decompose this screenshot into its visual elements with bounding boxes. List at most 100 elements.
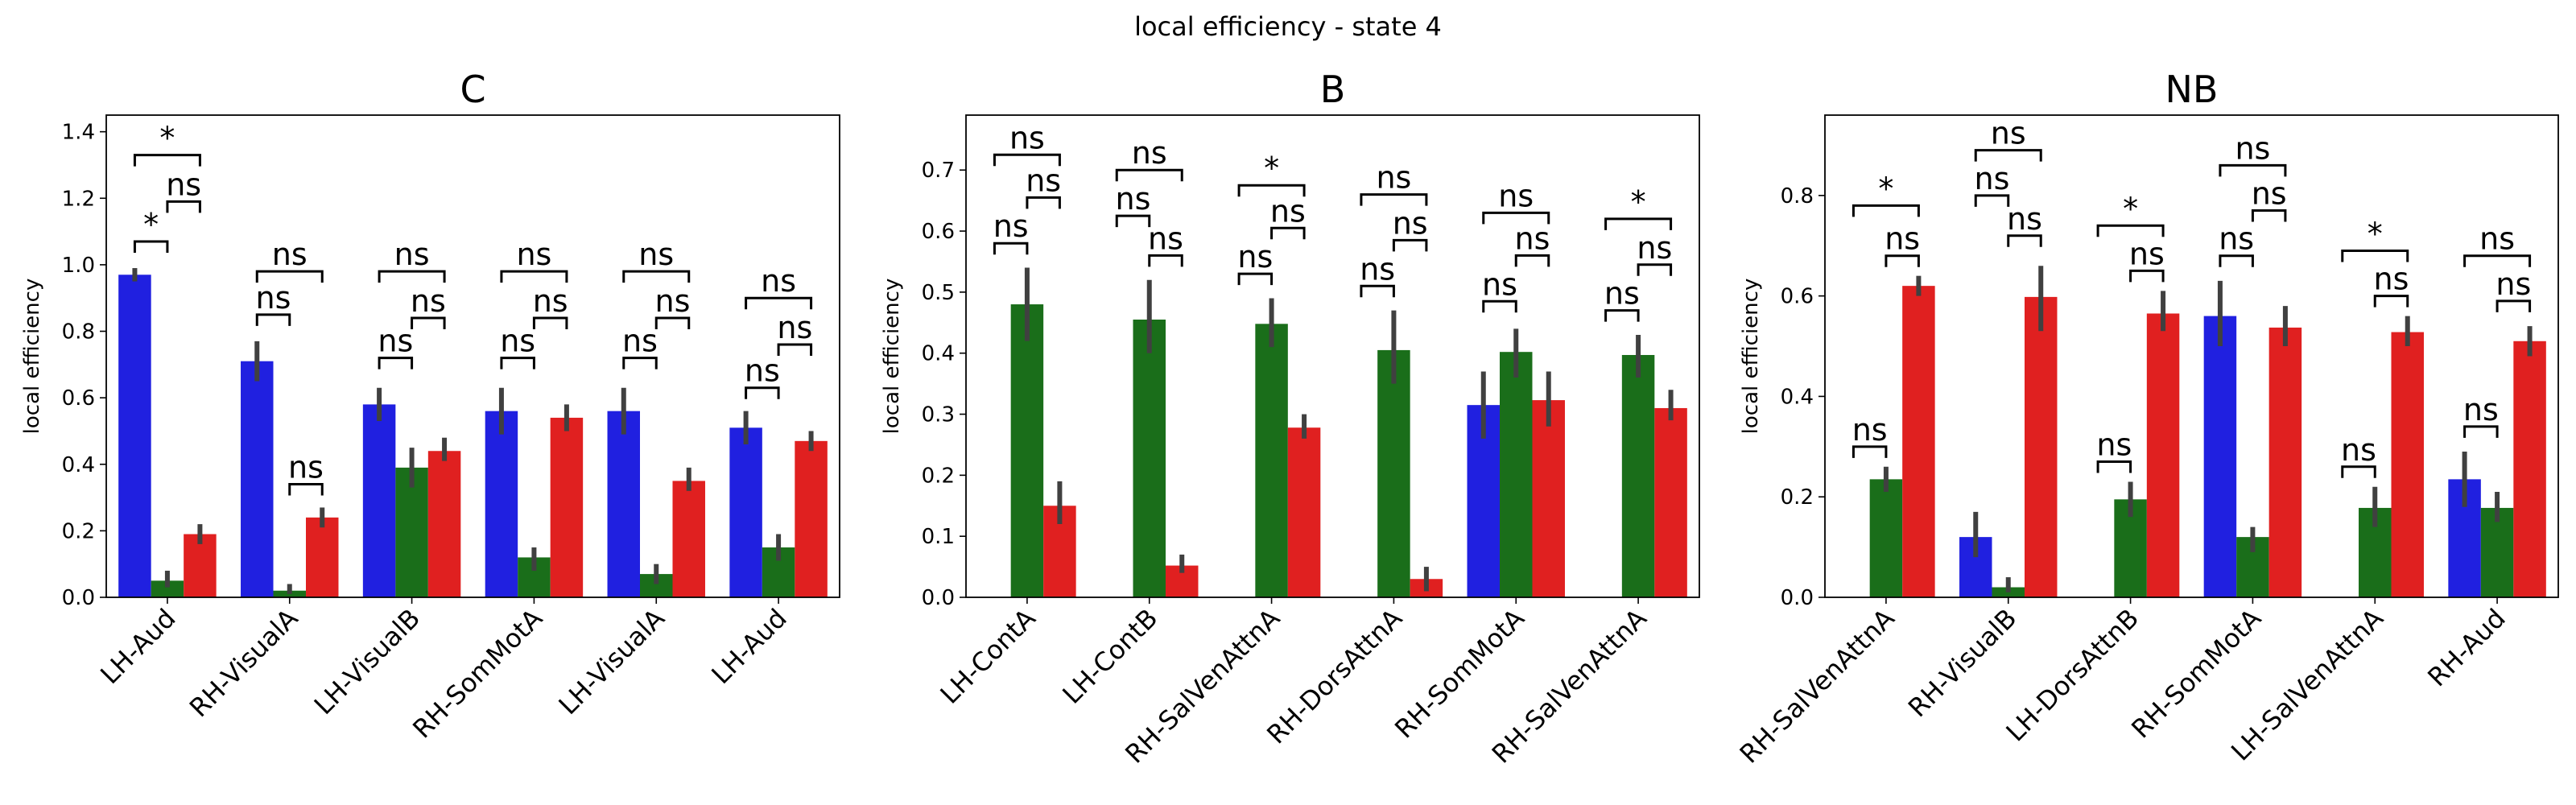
bar bbox=[1377, 349, 1410, 597]
y-tick-label: 0.0 bbox=[62, 586, 95, 610]
significance-label: ns bbox=[1515, 221, 1550, 256]
y-tick-label: 0.4 bbox=[62, 453, 95, 477]
significance-label: ns bbox=[2479, 221, 2515, 257]
bar bbox=[184, 534, 217, 597]
significance-label: ns bbox=[745, 353, 780, 389]
significance-bracket bbox=[993, 242, 1029, 255]
bar bbox=[427, 451, 461, 597]
significance-label: ns bbox=[2252, 176, 2287, 212]
significance-bracket bbox=[1360, 193, 1428, 206]
significance-label: ns bbox=[1116, 181, 1151, 217]
bar bbox=[151, 580, 184, 597]
panel-title: B bbox=[1320, 68, 1346, 111]
significance-bracket bbox=[166, 200, 201, 213]
significance-bracket bbox=[1885, 254, 1920, 267]
figure-title: local efficiency - state 4 bbox=[1134, 11, 1442, 42]
significance-bracket bbox=[2219, 163, 2287, 177]
significance-label: * bbox=[1264, 151, 1279, 186]
bar bbox=[2146, 313, 2180, 597]
significance-bracket bbox=[2463, 254, 2532, 267]
y-tick-label: 0.2 bbox=[922, 464, 955, 488]
significance-label: ns bbox=[500, 324, 535, 359]
y-axis-label: local efficiency bbox=[880, 279, 904, 435]
y-tick-label: 0.2 bbox=[62, 519, 95, 543]
significance-label: ns bbox=[1604, 276, 1640, 312]
significance-label: ns bbox=[622, 324, 658, 359]
bar bbox=[305, 517, 339, 597]
significance-label: ns bbox=[256, 280, 291, 316]
significance-label: ns bbox=[2007, 201, 2042, 237]
significance-bracket bbox=[1482, 211, 1550, 225]
significance-label: ns bbox=[2341, 432, 2376, 468]
axes-frame bbox=[105, 114, 840, 598]
y-tick-label: 0.8 bbox=[62, 320, 95, 345]
significance-label: ns bbox=[2129, 236, 2165, 271]
significance-label: ns bbox=[1498, 178, 1534, 213]
significance-label: ns bbox=[638, 237, 674, 272]
bar bbox=[2268, 327, 2302, 597]
significance-bracket bbox=[2341, 465, 2376, 478]
significance-bracket bbox=[500, 270, 568, 283]
significance-bracket bbox=[2373, 295, 2409, 308]
significance-bracket bbox=[777, 343, 813, 357]
significance-bracket bbox=[622, 357, 658, 369]
significance-label: * bbox=[1878, 171, 1893, 206]
bar bbox=[241, 361, 274, 597]
significance-bracket bbox=[1637, 263, 1673, 276]
bar bbox=[485, 411, 518, 597]
y-tick-label: 0.6 bbox=[922, 220, 955, 244]
significance-label: ns bbox=[1009, 120, 1045, 155]
significance-bracket bbox=[2251, 209, 2287, 222]
bar bbox=[2391, 332, 2424, 597]
bar bbox=[607, 411, 641, 597]
significance-bracket bbox=[1360, 284, 1395, 298]
significance-label: ns bbox=[1991, 116, 2026, 151]
significance-label: ns bbox=[394, 237, 430, 272]
significance-bracket bbox=[378, 270, 446, 283]
significance-bracket bbox=[1115, 214, 1151, 228]
panel-title: C bbox=[460, 68, 485, 111]
bar bbox=[550, 417, 584, 597]
bar bbox=[1902, 286, 1935, 597]
significance-bracket bbox=[2096, 460, 2132, 473]
significance-bracket bbox=[745, 386, 780, 399]
bar bbox=[1010, 304, 1044, 597]
significance-label: * bbox=[2368, 216, 2383, 251]
significance-label: ns bbox=[288, 450, 324, 485]
significance-label: ns bbox=[1393, 205, 1428, 241]
significance-bracket bbox=[2007, 234, 2042, 247]
significance-bracket bbox=[255, 313, 291, 326]
significance-label: ns bbox=[1482, 266, 1517, 302]
bar bbox=[1869, 479, 1903, 597]
significance-bracket bbox=[288, 483, 324, 496]
axes-frame bbox=[1824, 114, 2559, 598]
significance-bracket bbox=[1115, 168, 1183, 182]
significance-label: * bbox=[1631, 184, 1646, 220]
significance-bracket bbox=[411, 316, 446, 329]
significance-bracket bbox=[1026, 196, 1061, 209]
significance-label: * bbox=[159, 121, 175, 156]
significance-bracket bbox=[2096, 224, 2165, 237]
significance-label: ns bbox=[1975, 161, 2010, 196]
bar bbox=[2513, 341, 2546, 597]
significance-label: ns bbox=[993, 208, 1029, 244]
significance-bracket bbox=[745, 296, 813, 310]
significance-label: ns bbox=[1026, 163, 1061, 198]
significance-bracket bbox=[2341, 249, 2409, 262]
significance-label: ns bbox=[1237, 239, 1273, 275]
significance-bracket bbox=[1974, 194, 2010, 207]
significance-bracket bbox=[1604, 309, 1640, 322]
significance-bracket bbox=[133, 154, 201, 167]
significance-label: * bbox=[2123, 191, 2138, 226]
significance-bracket bbox=[2463, 425, 2499, 438]
bar bbox=[2203, 316, 2237, 597]
y-axis-label: local efficiency bbox=[20, 279, 44, 435]
significance-label: ns bbox=[1852, 412, 1888, 448]
bar bbox=[362, 404, 396, 597]
y-tick-label: 1.0 bbox=[62, 254, 95, 278]
significance-label: ns bbox=[1885, 221, 1920, 257]
axes-frame bbox=[965, 114, 1700, 598]
y-tick-label: 0.0 bbox=[922, 586, 955, 610]
bar bbox=[1532, 400, 1565, 597]
